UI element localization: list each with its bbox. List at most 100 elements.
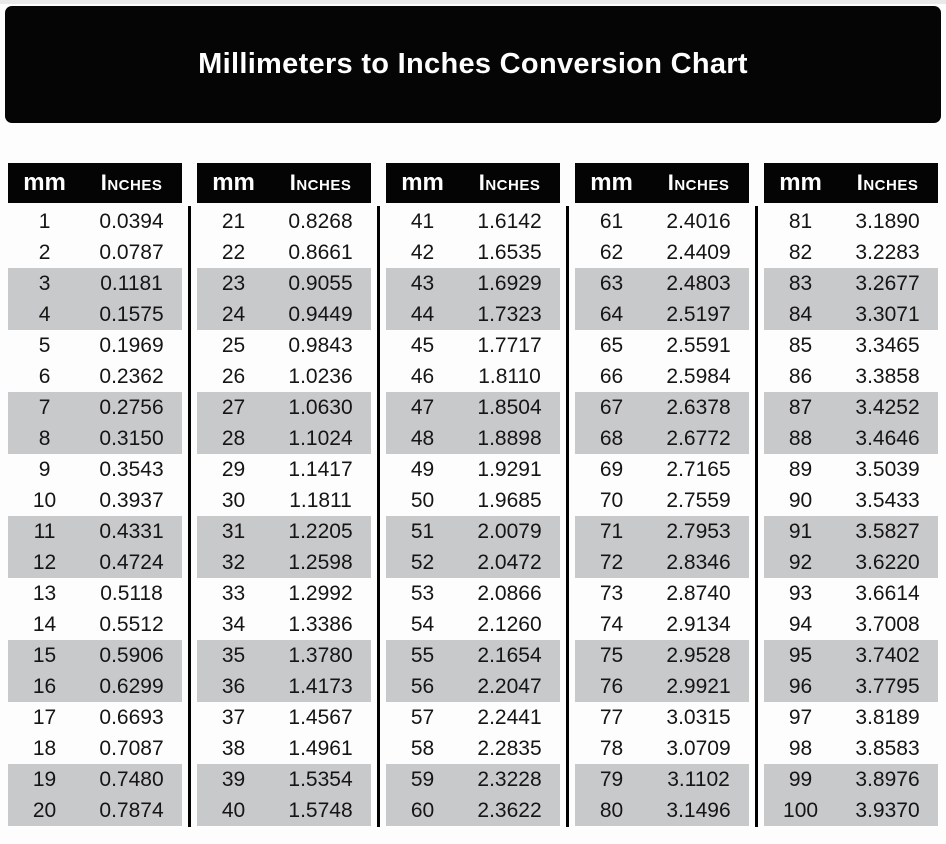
table-row: 87 3.4252	[764, 392, 938, 423]
inches-value-cell: 1.1417	[288, 457, 353, 481]
mm-value-cell: 65	[599, 333, 624, 357]
inches-value-cell: 1.4567	[288, 705, 353, 729]
mm-value-cell: 58	[410, 736, 435, 760]
inches-value-cell: 0.6299	[99, 674, 164, 698]
inches-value-cell: 3.2677	[855, 271, 920, 295]
mm-value-cell: 52	[410, 550, 435, 574]
inches-value-cell: 0.1969	[99, 333, 164, 357]
table-row: 53 2.0866	[386, 578, 560, 609]
table-row: 35 1.3780	[197, 640, 371, 671]
table-row: 1 0.0394	[8, 206, 182, 237]
inches-value-cell: 0.3150	[99, 426, 164, 450]
mm-value-cell: 90	[788, 488, 813, 512]
table-row: 25 0.9843	[197, 330, 371, 361]
table-row: 30 1.1811	[197, 485, 371, 516]
inches-value-cell: 0.7874	[99, 798, 164, 822]
inches-value-cell: 1.2992	[288, 581, 353, 605]
mm-value-cell: 43	[410, 271, 435, 295]
table-row: 32 1.2598	[197, 547, 371, 578]
inches-value-cell: 1.5354	[288, 767, 353, 791]
mm-value-cell: 72	[599, 550, 624, 574]
column-header-mm: mm	[23, 169, 66, 196]
mm-value-cell: 69	[599, 457, 624, 481]
mm-value-cell: 77	[599, 705, 624, 729]
table-row: 52 2.0472	[386, 547, 560, 578]
mm-value-cell: 59	[410, 767, 435, 791]
mm-value-cell: 7	[38, 395, 51, 419]
table-row: 73 2.8740	[575, 578, 749, 609]
mm-value-cell: 25	[221, 333, 246, 357]
inches-value-cell: 3.5433	[855, 488, 920, 512]
inches-value-cell: 0.5512	[99, 612, 164, 636]
page-title: Millimeters to Inches Conversion Chart	[198, 48, 748, 80]
column-header-mm: mm	[401, 169, 444, 196]
inches-value-cell: 0.9843	[288, 333, 353, 357]
mm-value-cell: 17	[32, 705, 57, 729]
mm-value-cell: 94	[788, 612, 813, 636]
table-row: 36 1.4173	[197, 671, 371, 702]
inches-value-cell: 1.4173	[288, 674, 353, 698]
inches-value-cell: 2.5984	[666, 364, 731, 388]
mm-value-cell: 21	[221, 209, 246, 233]
column-header-mm: mm	[212, 169, 255, 196]
table-row: 71 2.7953	[575, 516, 749, 547]
table-row: 12 0.4724	[8, 547, 182, 578]
table-row: 65 2.5591	[575, 330, 749, 361]
mm-value-cell: 28	[221, 426, 246, 450]
mm-value-cell: 74	[599, 612, 624, 636]
inches-value-cell: 2.0079	[477, 519, 542, 543]
mm-value-cell: 15	[32, 643, 57, 667]
mm-value-cell: 53	[410, 581, 435, 605]
inches-value-cell: 1.6929	[477, 271, 542, 295]
mm-value-cell: 18	[32, 736, 57, 760]
mm-value-cell: 1	[38, 209, 51, 233]
column-header-mm: mm	[590, 169, 633, 196]
table-row: 64 2.5197	[575, 299, 749, 330]
inches-value-cell: 1.6535	[477, 240, 542, 264]
inches-value-cell: 0.8661	[288, 240, 353, 264]
mm-value-cell: 10	[32, 488, 57, 512]
mm-value-cell: 44	[410, 302, 435, 326]
table-row: 15 0.5906	[8, 640, 182, 671]
inches-value-cell: 2.2441	[477, 705, 542, 729]
inches-value-cell: 0.8268	[288, 209, 353, 233]
table-row: 57 2.2441	[386, 702, 560, 733]
table-row: 70 2.7559	[575, 485, 749, 516]
mm-value-cell: 4	[38, 302, 51, 326]
table-row: 27 1.0630	[197, 392, 371, 423]
inches-value-cell: 1.2205	[288, 519, 353, 543]
inches-value-cell: 3.7402	[855, 643, 920, 667]
inches-value-cell: 3.1102	[667, 767, 730, 791]
table-row: 7 0.2756	[8, 392, 182, 423]
inches-value-cell: 3.9370	[855, 798, 920, 822]
column-header-inches: Inches	[289, 170, 352, 195]
mm-value-cell: 67	[599, 395, 624, 419]
inches-value-cell: 0.5118	[100, 581, 163, 605]
mm-value-cell: 81	[788, 209, 813, 233]
inches-value-cell: 2.8346	[666, 550, 731, 574]
inches-value-cell: 1.0236	[288, 364, 353, 388]
mm-value-cell: 5	[38, 333, 51, 357]
mm-value-cell: 37	[221, 705, 246, 729]
inches-value-cell: 1.9291	[477, 457, 542, 481]
table-row: 86 3.3858	[764, 361, 938, 392]
mm-value-cell: 35	[221, 643, 246, 667]
table-row: 58 2.2835	[386, 733, 560, 764]
inches-value-cell: 0.0787	[99, 240, 164, 264]
mm-value-cell: 80	[599, 798, 624, 822]
mm-value-cell: 95	[788, 643, 813, 667]
table-row: 46 1.8110	[386, 361, 560, 392]
mm-value-cell: 16	[32, 674, 57, 698]
mm-value-cell: 84	[788, 302, 813, 326]
mm-value-cell: 22	[221, 240, 246, 264]
table-body: 21 0.8268 22 0.8661 23 0.9055 24 0.9449	[197, 206, 371, 826]
mm-value-cell: 38	[221, 736, 246, 760]
table-row: 31 1.2205	[197, 516, 371, 547]
table-body: 81 3.1890 82 3.2283 83 3.2677 84 3.3071	[764, 206, 938, 826]
mm-value-cell: 26	[221, 364, 246, 388]
inches-value-cell: 0.3937	[99, 488, 164, 512]
mm-value-cell: 30	[221, 488, 246, 512]
table-row: 26 1.0236	[197, 361, 371, 392]
inches-value-cell: 2.1260	[477, 612, 542, 636]
